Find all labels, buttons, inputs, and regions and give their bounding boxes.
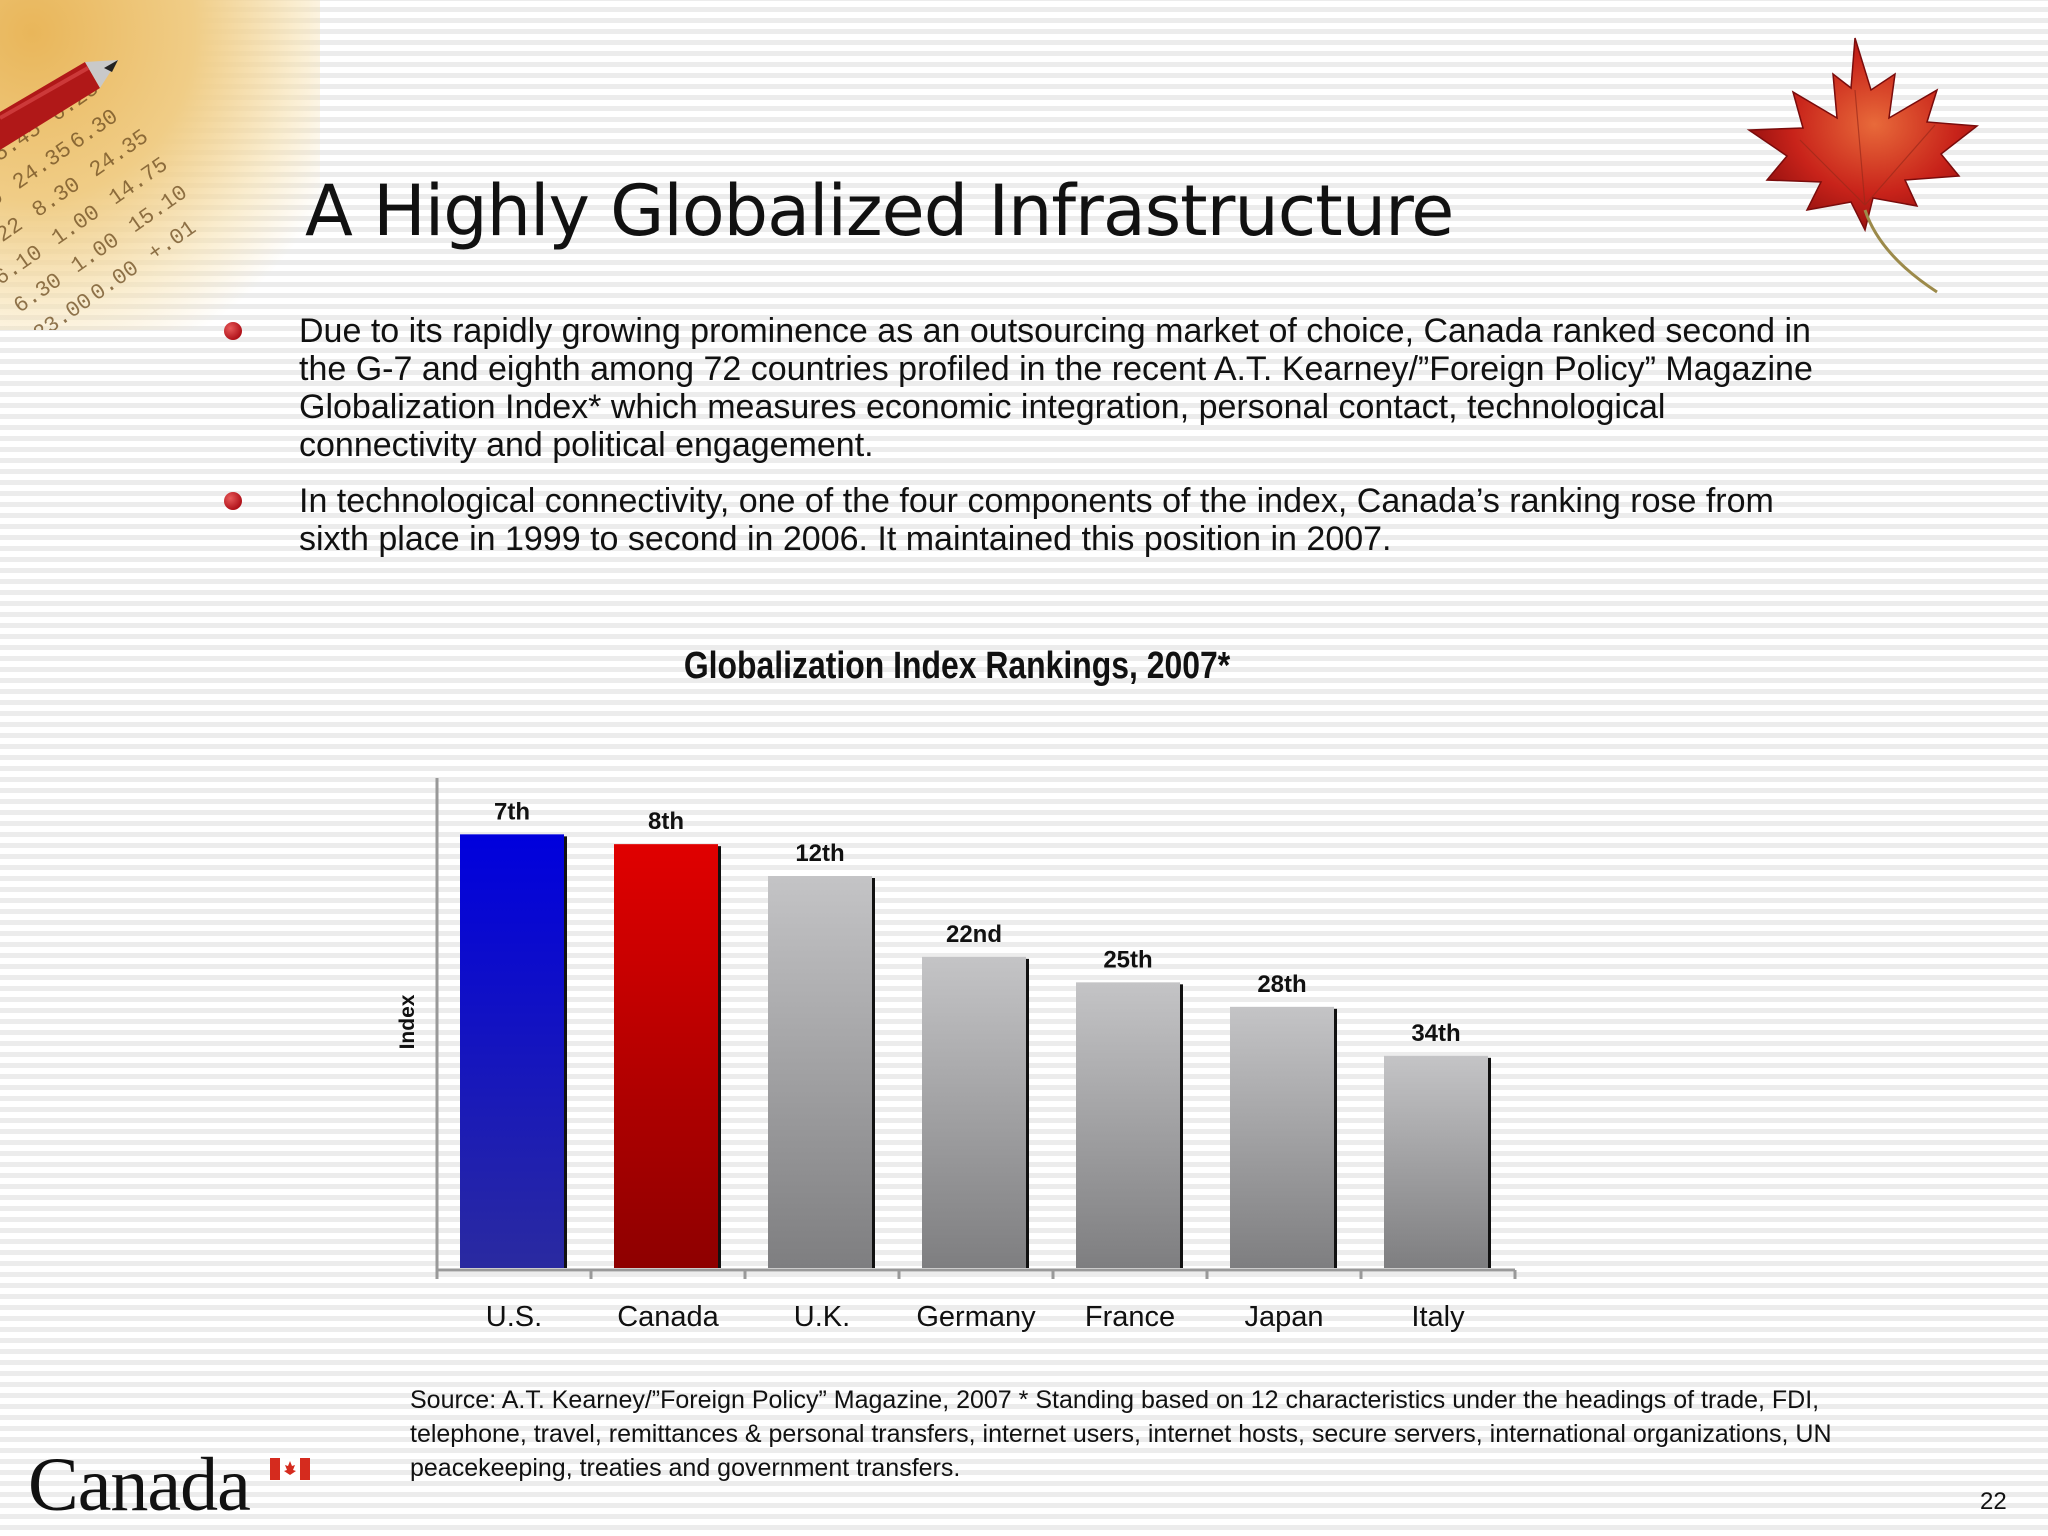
- bar-japan: [1230, 1006, 1334, 1268]
- bar-canada: [614, 844, 718, 1268]
- source-note: Source: A.T. Kearney/”Foreign Policy” Ma…: [410, 1386, 1832, 1482]
- bullet-item: In technological connectivity, one of th…: [220, 482, 1840, 558]
- bullet-dot-icon: [224, 492, 242, 510]
- financial-numbers-graphic: 1.005.450.238.4024.356.300.228.3024.356.…: [0, 60, 201, 330]
- bullet-text: In technological connectivity, one of th…: [299, 482, 1774, 558]
- bar-france: [1076, 982, 1180, 1268]
- chart-title: Globalization Index Rankings, 2007*: [683, 645, 1231, 687]
- maple-leaf-icon: [1746, 37, 1979, 294]
- x-tick-label: U.S.: [486, 1301, 542, 1333]
- x-tick-label: France: [1085, 1301, 1175, 1333]
- x-tick-label: Canada: [617, 1301, 719, 1333]
- bar-italy: [1384, 1055, 1488, 1268]
- bar-germany: [922, 956, 1026, 1268]
- data-label: 8th: [648, 808, 684, 835]
- x-tick-label: Italy: [1411, 1301, 1465, 1333]
- canada-flag-icon: [270, 1458, 310, 1480]
- bar-us: [460, 834, 564, 1268]
- x-tick-label: Germany: [916, 1301, 1036, 1333]
- x-tick-label: Japan: [1244, 1301, 1323, 1333]
- data-label: 22nd: [946, 921, 1002, 948]
- bullet-list: Due to its rapidly growing prominence as…: [220, 312, 1840, 576]
- canada-wordmark-text: Canada: [28, 1443, 251, 1527]
- bullet-item: Due to its rapidly growing prominence as…: [220, 312, 1840, 464]
- pen-icon: [0, 60, 118, 150]
- slide-title: A Highly Globalized Infrastructure: [305, 170, 1454, 252]
- data-label: 12th: [795, 840, 844, 867]
- data-label: 25th: [1103, 946, 1152, 973]
- x-tick-label: U.K.: [794, 1301, 850, 1333]
- pen-financial-photo: 1.005.450.238.4024.356.300.228.3024.356.…: [0, 0, 320, 330]
- data-label: 28th: [1257, 971, 1306, 998]
- bar-uk: [768, 876, 872, 1268]
- canada-wordmark: Canada: [28, 1443, 310, 1527]
- bullet-text: Due to its rapidly growing prominence as…: [299, 312, 1813, 464]
- data-label: 34th: [1411, 1020, 1460, 1047]
- data-label: 7th: [494, 798, 530, 825]
- page-number: 22: [1980, 1488, 2007, 1515]
- bullet-dot-icon: [224, 322, 242, 340]
- y-axis-label: Index: [396, 994, 419, 1049]
